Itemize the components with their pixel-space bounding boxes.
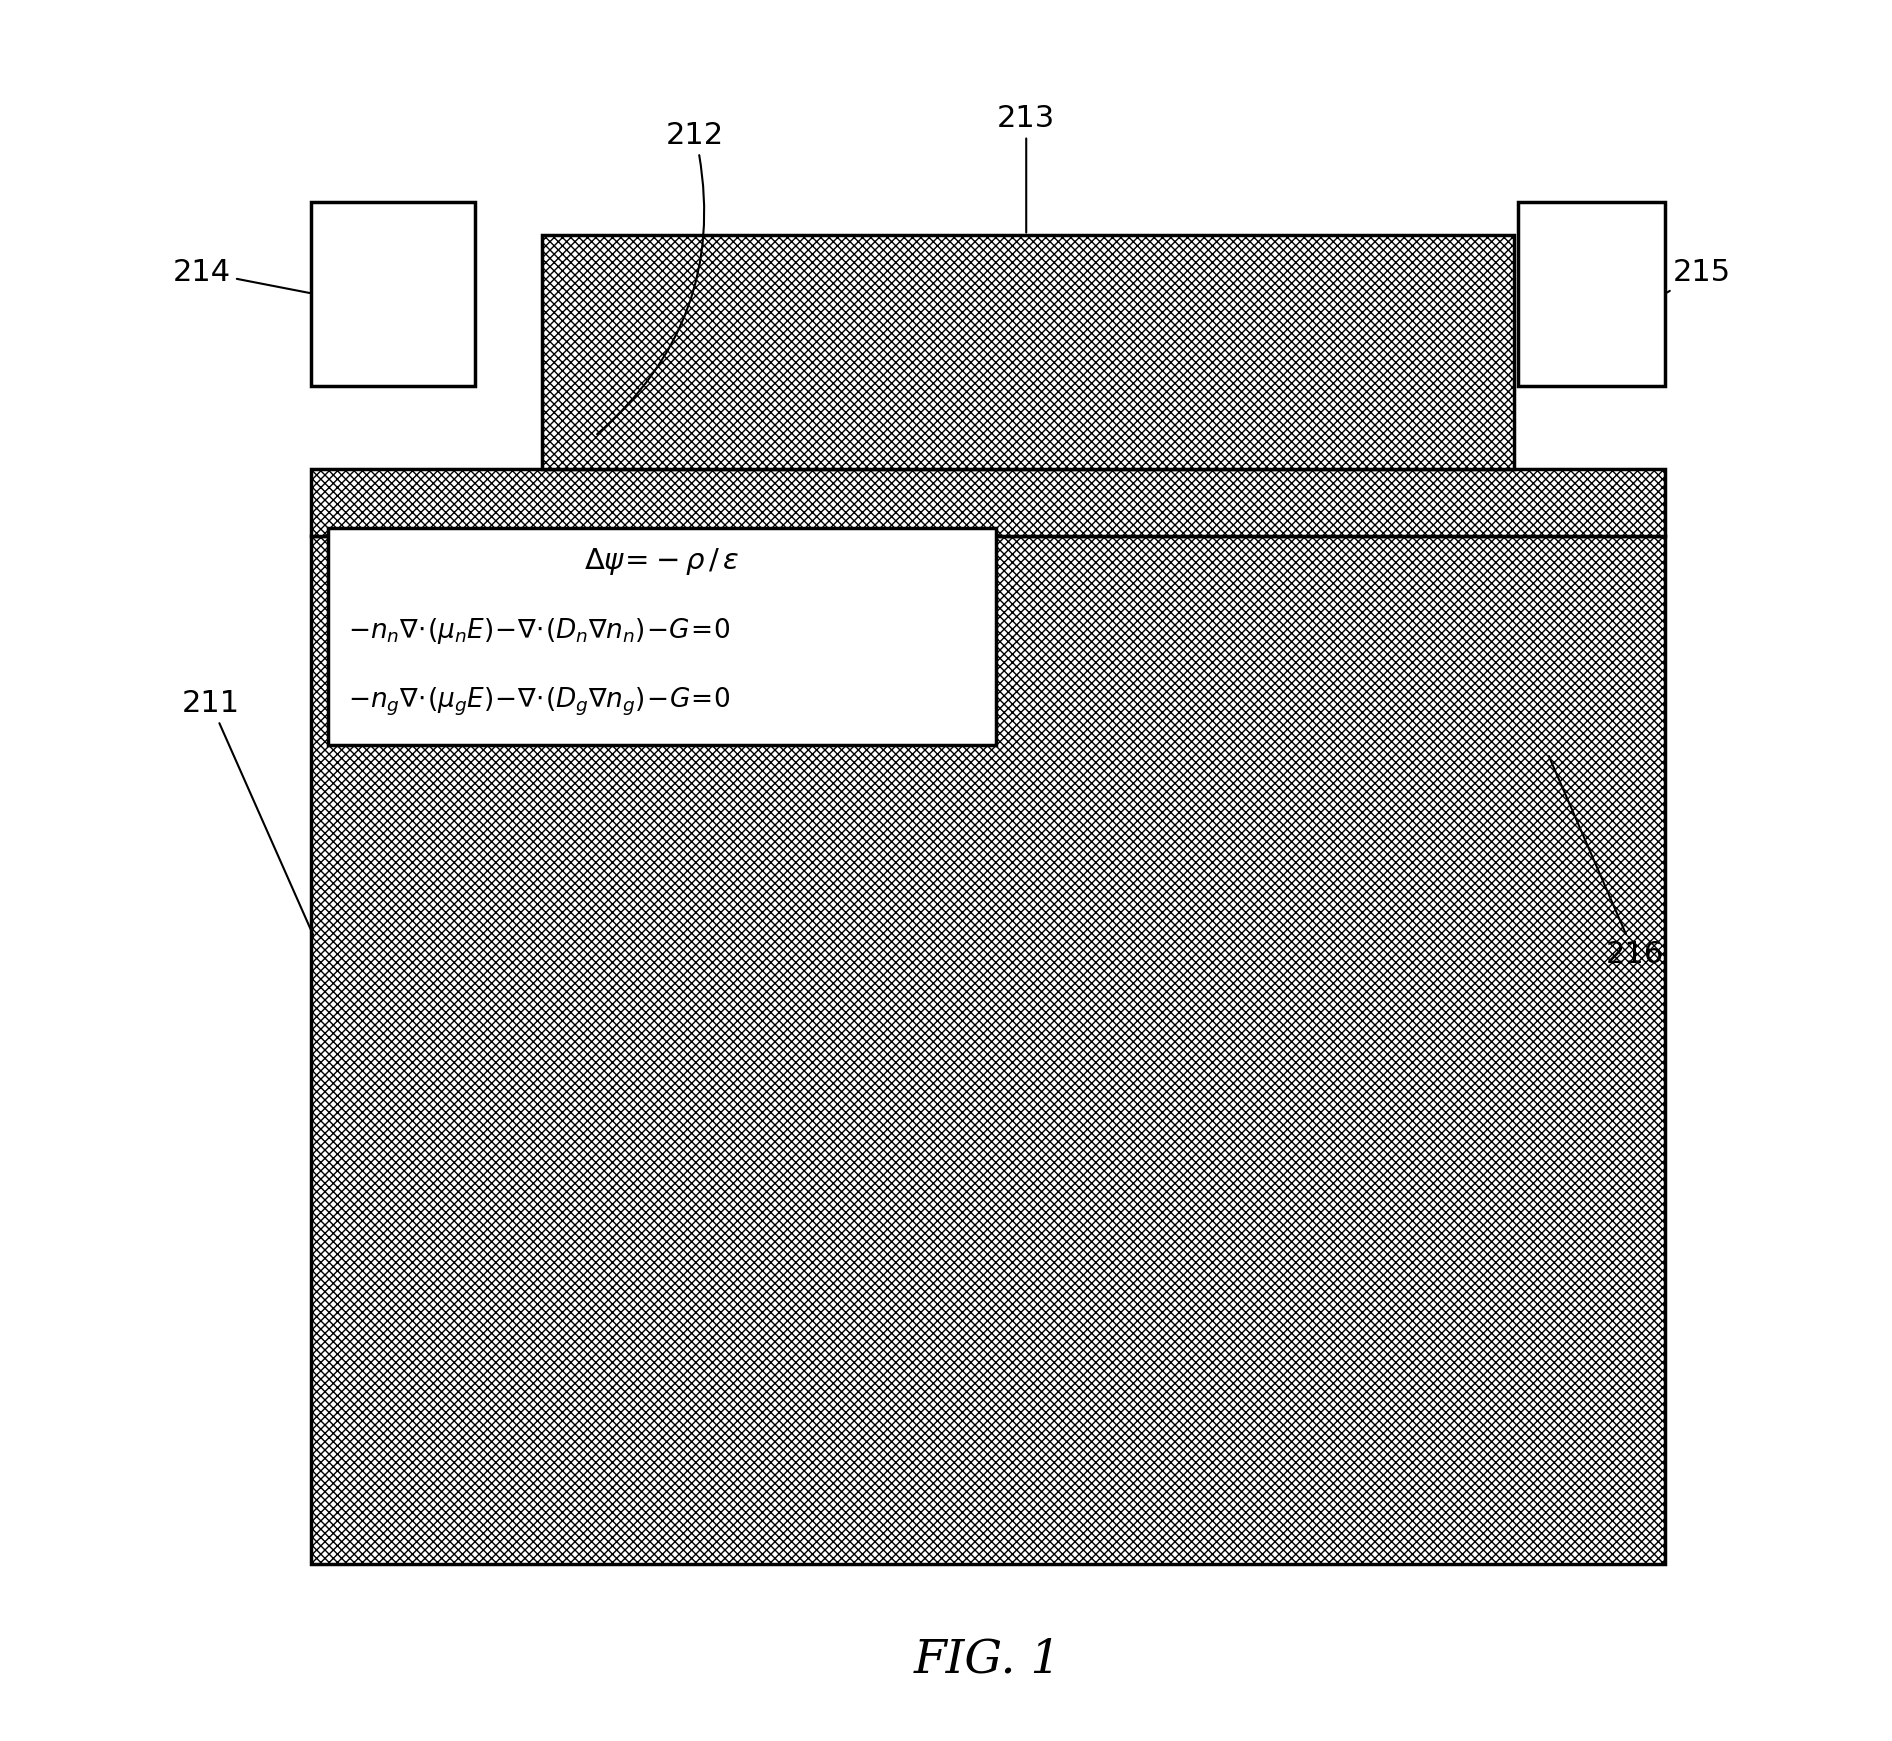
Text: $-n_g\nabla\!\cdot\!(\mu_g E)\!-\!\nabla\!\cdot\!(D_g\nabla n_g)\!-\!G\!=\!0$: $-n_g\nabla\!\cdot\!(\mu_g E)\!-\!\nabla… [348, 686, 730, 717]
Bar [310, 202, 475, 387]
Text: 215: 215 [1667, 258, 1731, 292]
Text: $-n_n\nabla\!\cdot\!(\mu_n E)\!-\!\nabla\!\cdot\!(D_n\nabla n_n)\!-\!G\!=\!0$: $-n_n\nabla\!\cdot\!(\mu_n E)\!-\!\nabla… [348, 616, 730, 646]
Text: 211: 211 [182, 689, 312, 935]
Text: 212: 212 [598, 120, 725, 434]
Bar [541, 235, 1514, 470]
Bar [327, 528, 997, 745]
Text: 213: 213 [997, 104, 1056, 233]
Text: 214: 214 [174, 258, 312, 292]
Bar [310, 470, 1665, 536]
Text: 216: 216 [1550, 756, 1663, 968]
Bar [310, 536, 1665, 1563]
Text: $\Delta\psi\!=\!-\rho\,/\,\varepsilon$: $\Delta\psi\!=\!-\rho\,/\,\varepsilon$ [585, 545, 740, 576]
Text: FIG. 1: FIG. 1 [914, 1637, 1061, 1682]
Bar [1517, 202, 1665, 387]
